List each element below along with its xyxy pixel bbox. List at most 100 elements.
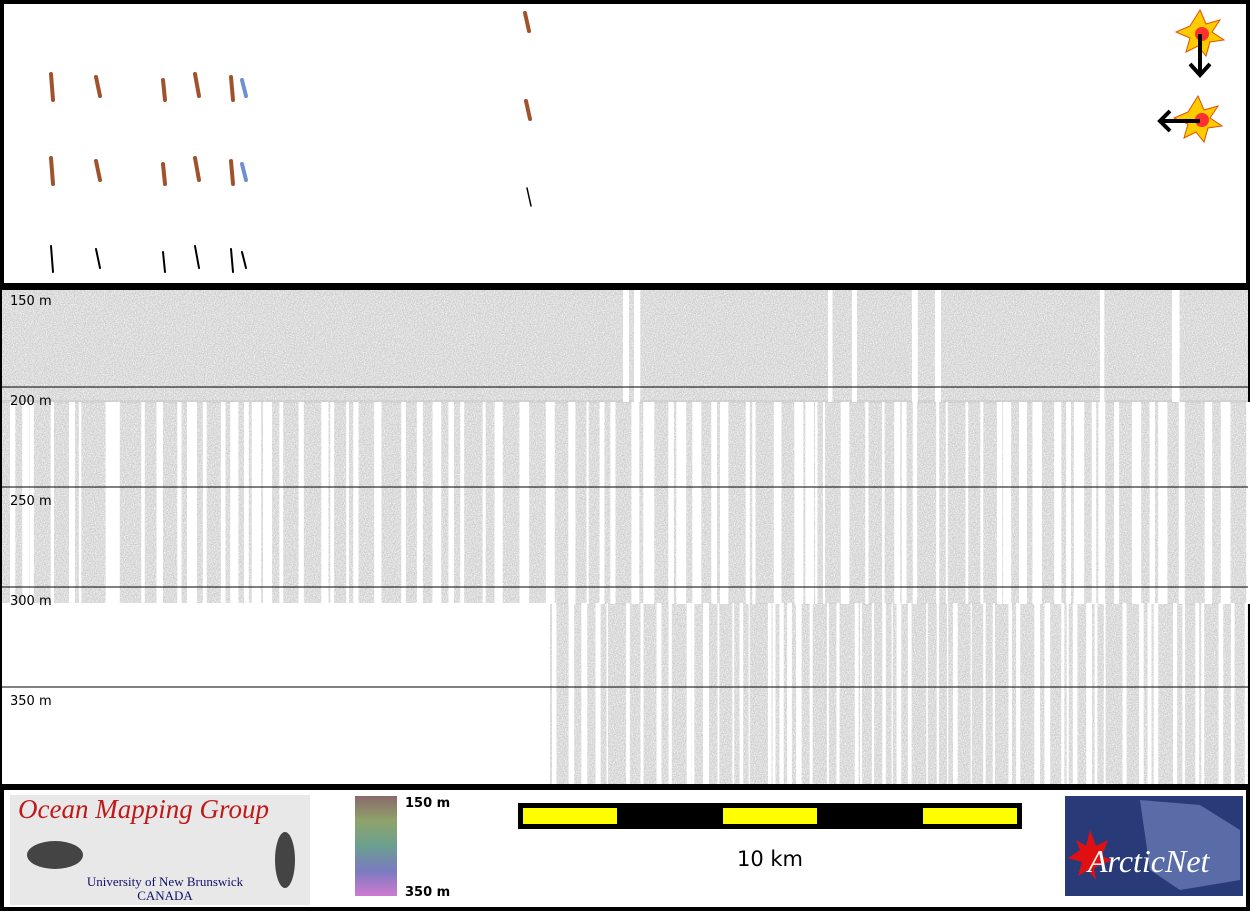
gap — [416, 402, 423, 604]
gap — [202, 402, 207, 604]
gap — [1054, 402, 1062, 604]
gap — [826, 603, 829, 784]
gap — [936, 402, 940, 604]
gap — [779, 603, 784, 784]
gap — [767, 603, 772, 784]
gap — [828, 290, 833, 402]
gap — [865, 402, 869, 604]
gap — [595, 603, 601, 784]
gap — [374, 402, 382, 604]
gap — [983, 603, 986, 784]
target — [161, 78, 167, 102]
gap — [606, 603, 608, 784]
gap — [871, 603, 875, 784]
gap — [353, 402, 359, 604]
target — [49, 72, 55, 102]
gap — [965, 402, 969, 604]
gap — [626, 603, 630, 784]
gap — [251, 402, 262, 604]
logo-line: University of New Brunswick — [87, 874, 244, 889]
target — [524, 99, 532, 121]
gap — [912, 290, 918, 402]
gap — [702, 603, 709, 784]
gap — [1098, 402, 1106, 604]
gap — [1218, 603, 1224, 784]
colorbar-label: 350 m — [405, 885, 450, 900]
omg-logo: Ocean Mapping Group University of New Br… — [10, 794, 310, 905]
gap — [717, 603, 720, 784]
gap — [330, 402, 335, 604]
target — [193, 156, 201, 182]
gap — [1081, 402, 1085, 604]
gap — [1066, 402, 1072, 604]
gap — [840, 402, 850, 604]
gap — [29, 402, 34, 604]
gap — [668, 603, 672, 784]
gap — [894, 402, 901, 604]
gap — [448, 402, 454, 604]
gap — [10, 402, 16, 604]
gap — [623, 290, 629, 402]
gap — [1034, 603, 1041, 784]
target — [523, 11, 531, 33]
gap — [1195, 603, 1200, 784]
depth-lines — [2, 386, 1248, 688]
partner-name: ArcticNet — [1086, 843, 1211, 879]
gap — [1139, 603, 1144, 784]
gap — [1244, 603, 1248, 784]
gap — [1019, 402, 1027, 604]
gap — [686, 603, 692, 784]
gap — [1091, 402, 1097, 604]
gap — [1122, 603, 1127, 784]
gap — [649, 402, 655, 604]
gap — [752, 402, 756, 604]
gap — [105, 402, 116, 604]
gap — [787, 603, 792, 784]
gap — [852, 290, 857, 402]
gap — [805, 402, 815, 604]
gap — [656, 603, 662, 784]
gap — [912, 402, 918, 604]
gap — [141, 402, 145, 604]
gap — [586, 402, 589, 604]
gaps — [2, 290, 1250, 784]
gap — [1172, 290, 1180, 402]
gap — [1201, 603, 1205, 784]
target — [193, 72, 201, 98]
scale-label: 10 km — [737, 847, 803, 871]
gap — [631, 402, 640, 604]
gap — [773, 402, 782, 604]
gap — [996, 402, 1003, 604]
target — [526, 187, 532, 207]
gap — [610, 402, 616, 604]
gap — [796, 603, 802, 784]
gap — [640, 603, 644, 784]
gap — [262, 402, 273, 604]
gap — [1066, 603, 1069, 784]
gap — [822, 402, 826, 604]
gap — [1204, 402, 1213, 604]
gap — [691, 603, 695, 784]
gap — [401, 402, 406, 604]
gap — [1061, 603, 1065, 784]
gap — [494, 402, 503, 604]
gap — [1003, 402, 1012, 604]
depth-label: 150 m — [10, 294, 52, 309]
logo-line: CANADA — [137, 888, 193, 903]
depth-label: 350 m — [10, 694, 52, 709]
gap — [2, 603, 550, 784]
gap — [992, 603, 995, 784]
gap — [519, 402, 530, 604]
gap — [1230, 603, 1235, 784]
gap — [935, 290, 942, 402]
gap — [482, 402, 486, 604]
gap — [1114, 402, 1120, 604]
gap — [22, 402, 30, 604]
gap — [907, 603, 912, 784]
depth-label: 200 m — [10, 394, 52, 409]
target — [240, 78, 248, 98]
gap — [854, 603, 859, 784]
gap — [50, 402, 54, 604]
gap — [460, 402, 465, 604]
gap — [668, 402, 674, 604]
